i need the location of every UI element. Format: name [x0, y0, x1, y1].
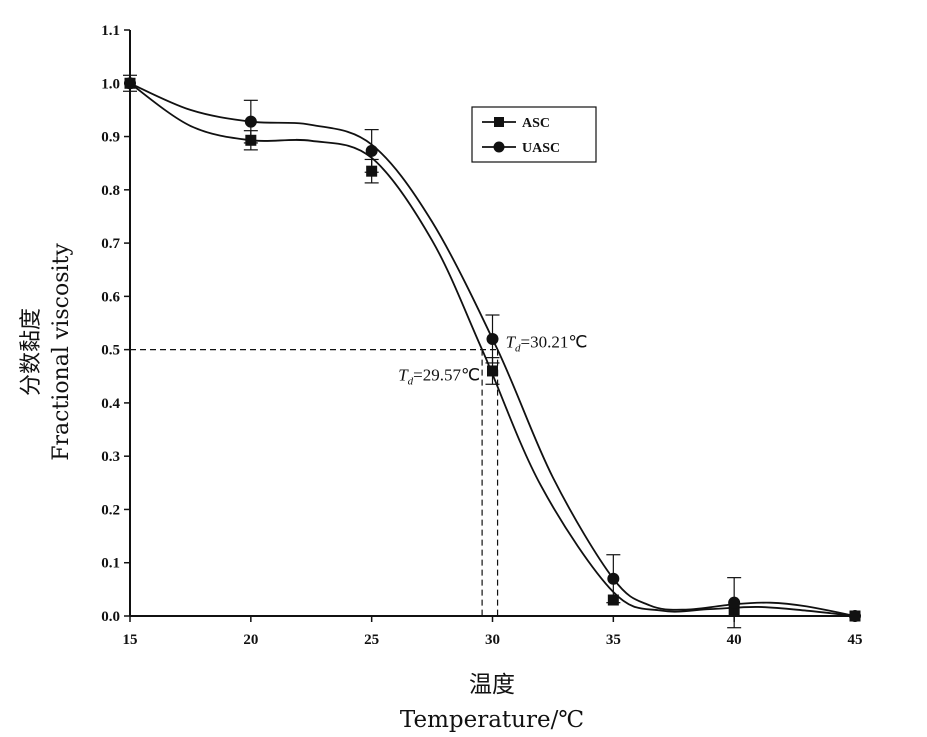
- td-subscript: d: [515, 343, 521, 355]
- axes: 0.0 0.1 0.2 0.3 0.4 0.5 0.6 0.7 0.8 0.9 1.0 1.1 15 20…: [101, 23, 862, 648]
- y-tick-label: 0.6: [101, 289, 120, 305]
- legend-box: [471, 106, 597, 163]
- x-tick-label: 40: [727, 632, 742, 648]
- y-axis-title-cn: 分数黏度: [19, 308, 44, 396]
- td-value: =30.21℃: [521, 333, 588, 352]
- annotations: Td=29.57℃Td=30.21℃: [398, 333, 587, 388]
- y-tick-label: 0.9: [101, 130, 120, 146]
- legend-marker: [493, 141, 505, 153]
- y-tick-label: 1.1: [101, 23, 120, 39]
- y-tick-label: 0.0: [101, 609, 120, 625]
- legend-item-uasc: UASC: [482, 141, 560, 156]
- x-tick-label: 20: [243, 632, 258, 648]
- td-annotation: Td=30.21℃: [506, 333, 588, 355]
- x-tick-label: 25: [364, 632, 379, 648]
- x-axis-title-cn: 温度: [469, 672, 515, 698]
- y-tick-label: 0.7: [101, 236, 120, 252]
- data-point-uasc: [728, 596, 741, 609]
- td-annotation: Td=29.57℃: [398, 366, 480, 388]
- y-tick-label: 0.2: [101, 502, 120, 518]
- x-tick-label: 30: [485, 632, 500, 648]
- series-uasc: [123, 74, 861, 629]
- y-tick-label: 0.8: [101, 183, 120, 199]
- data-point-uasc: [365, 144, 378, 157]
- legend: ASC UASC: [471, 106, 597, 163]
- td-subscript: d: [408, 376, 414, 388]
- x-axis-title-en: Temperature/℃: [400, 707, 584, 733]
- td-reference-lines: [130, 349, 499, 616]
- data-point-uasc: [124, 77, 136, 90]
- x-tick-label: 45: [848, 632, 863, 648]
- y-axis-title-en: Fractional viscosity: [49, 243, 74, 461]
- data-point-uasc: [486, 332, 499, 345]
- series-line-uasc: [129, 82, 856, 617]
- data-point-uasc: [607, 572, 620, 585]
- y-tick-label: 1.0: [101, 76, 120, 92]
- x-tick-label: 15: [123, 632, 138, 648]
- legend-label: ASC: [522, 116, 550, 131]
- y-tick-label: 0.5: [101, 343, 120, 359]
- y-axis-title: 分数黏度 Fractional viscosity: [19, 243, 74, 461]
- data-point-uasc: [849, 610, 861, 622]
- data-point-uasc: [244, 115, 257, 128]
- legend-label: UASC: [522, 141, 560, 156]
- legend-item-asc: ASC: [482, 116, 550, 131]
- x-tick-label: 35: [606, 632, 621, 648]
- td-symbol: T: [398, 366, 409, 385]
- td-value: =29.57℃: [413, 366, 480, 385]
- series-layer: [123, 74, 861, 629]
- td-symbol: T: [506, 333, 517, 352]
- y-tick-label: 0.3: [101, 449, 120, 465]
- y-tick-label: 0.1: [101, 556, 120, 572]
- data-point-asc: [487, 365, 498, 377]
- legend-marker: [494, 117, 504, 127]
- y-tick-label: 0.4: [101, 396, 120, 412]
